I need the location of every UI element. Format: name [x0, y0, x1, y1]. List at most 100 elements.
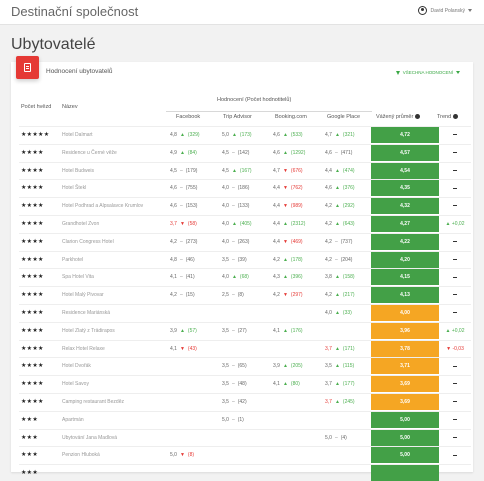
- caret-down-icon: [468, 9, 472, 12]
- reviewer-count: (177): [342, 381, 355, 388]
- rating-cell-fb: 4,2– (15): [170, 287, 195, 303]
- hotel-name[interactable]: Hotel Podhrad a Alpsalavce Krumlov: [62, 203, 144, 210]
- trend-cell: [439, 305, 471, 321]
- table-row[interactable]: ★★★★ Relax Hotel Relaxe 4,1 ▼ (43) 3,7 ▲ (171) 3…: [19, 339, 471, 357]
- table-row[interactable]: ★★★★ Hotel Štekl 4,6– (755) 4,0– (186) 4,4 ▼ (76…: [19, 179, 471, 197]
- header-trend-label: Trend: [437, 114, 452, 120]
- reviewer-count: (263): [237, 238, 250, 245]
- rating-value: 5,0: [222, 416, 229, 423]
- filter-button[interactable]: VŠECHNA HODNOCENÍ: [395, 70, 460, 75]
- rating-value: 3,5: [222, 399, 229, 405]
- hotel-name[interactable]: Relax Hotel Relaxe: [62, 345, 105, 352]
- rating-value: 4,2: [273, 256, 280, 263]
- rating-value: 4,8: [170, 132, 177, 138]
- table-row[interactable]: ★★★ Apartmán 5,0– (1) 5,00: [19, 410, 471, 428]
- rating-cell-gp: 4,4 ▲ (474): [325, 163, 355, 179]
- rating-value: 4,6: [325, 185, 332, 192]
- hotel-name[interactable]: Clarion Congress Hotel: [62, 238, 114, 245]
- arrow-up-icon: ▲: [282, 327, 288, 334]
- rating-cell-gp: 4,7 ▲ (321): [325, 127, 355, 143]
- hotel-name[interactable]: Hotel Dvořák: [62, 363, 91, 370]
- table-row[interactable]: ★★★★ Hotel Zlatý z Trädirapos 3,9 ▲ (57) 3,5–…: [19, 321, 471, 339]
- star-rating: ★★★★: [21, 238, 44, 245]
- dash-icon: –: [231, 238, 235, 245]
- trend-value: +0,02: [451, 221, 465, 227]
- trend-cell: [439, 163, 471, 179]
- rating-value: 3,9: [273, 363, 280, 370]
- hotel-name[interactable]: Spa Hotel Vita: [62, 274, 94, 281]
- hotel-name[interactable]: Hotel Savoy: [62, 381, 89, 388]
- table-row[interactable]: ★★★★ Camping restaurant Bezděz 3,5– (42) 3,7…: [19, 393, 471, 410]
- table-row[interactable]: ★★★ Ubytování Jana Madlová 5,0– (4) 5,00: [19, 428, 471, 446]
- trend-cell: [439, 465, 471, 481]
- rating-value: 3,8: [325, 274, 332, 281]
- arrow-up-icon: ▲: [231, 221, 237, 227]
- header-name[interactable]: Název: [62, 104, 78, 110]
- rating-cell-gp: 3,7 ▲ (171): [325, 341, 355, 357]
- reviewer-count: (205): [290, 363, 303, 370]
- rating-value: 4,6: [273, 149, 280, 156]
- header-facebook[interactable]: Facebook: [176, 114, 201, 120]
- table-row[interactable]: ★★★★ Hotel Podhrad a Alpsalavce Krumlov 4,…: [19, 197, 471, 215]
- trend-cell: ▲ +0,02: [439, 323, 471, 339]
- header-weighted[interactable]: Vážený průměr: [376, 114, 420, 120]
- reviewer-count: (158): [342, 274, 355, 281]
- arrow-up-icon: ▲: [334, 292, 340, 299]
- hotel-name[interactable]: Residence Mariánská: [62, 310, 111, 316]
- table-row[interactable]: ★★★★★ Hotel Dalmart 4,8 ▲ (329) 5,0 ▲ (173) 4,6 ▲…: [19, 126, 471, 143]
- user-menu[interactable]: David Polanský: [417, 6, 472, 15]
- rating-value: 4,4: [273, 238, 280, 245]
- rating-cell-ta: 3,5– (27): [222, 323, 247, 339]
- header-google[interactable]: Google Place: [327, 114, 361, 120]
- star-rating: ★★★★: [21, 399, 44, 405]
- table-row[interactable]: ★★★★ Hotel Savoy 3,5– (48) 4,1 ▲ (80) 3,7 ▲ (177)…: [19, 375, 471, 393]
- star-rating: ★★★★: [21, 221, 44, 227]
- hotel-name[interactable]: Hotel Budweis: [62, 167, 94, 174]
- reviewer-count: (115): [342, 363, 355, 370]
- header-stars[interactable]: Počet hvězd: [21, 104, 52, 110]
- table-row[interactable]: ★★★: [19, 464, 471, 481]
- table-row[interactable]: ★★★★ Grandhotel Zvon 3,7 ▼ (58) 4,0 ▲ (405) 4,4 ▲…: [19, 215, 471, 232]
- weighted-average: 3,96: [371, 322, 439, 339]
- hotel-name[interactable]: Hotel Zlatý z Trädirapos: [62, 327, 115, 334]
- rating-value: 4,2: [273, 292, 280, 299]
- arrow-up-icon: ▲: [334, 363, 340, 370]
- hotel-name[interactable]: Parkhotel: [62, 256, 84, 263]
- hotel-name[interactable]: Hotel Malý Pivovar: [62, 292, 104, 299]
- hotel-name[interactable]: Apartmán: [62, 416, 84, 423]
- table-row[interactable]: ★★★★ Parkhotel 4,8– (46) 3,5– (39) 4,2 ▲ (178) 4,…: [19, 250, 471, 268]
- reviewer-count: (676): [290, 167, 303, 174]
- weighted-average: 4,13: [371, 287, 439, 304]
- reviewer-count: (80): [290, 381, 300, 388]
- header-booking[interactable]: Booking.com: [275, 114, 307, 120]
- table-row[interactable]: ★★★ Penzion Hluboká 5,0 ▼ (8) 5,00: [19, 446, 471, 464]
- trend-up-icon: ▲: [445, 327, 452, 334]
- table-row[interactable]: ★★★★ Hotel Budweis 4,5– (179) 4,5 ▲ (167) 4,7 ▼(…: [19, 161, 471, 179]
- rating-cell-gp: 4,2 ▲ (643): [325, 216, 355, 232]
- arrow-down-icon: ▼: [179, 452, 185, 459]
- arrow-up-icon: ▲: [334, 399, 340, 405]
- header-trend[interactable]: Trend: [437, 114, 458, 120]
- table-row[interactable]: ★★★★ Clarion Congress Hotel 4,2– (273) 4,0–(…: [19, 232, 471, 250]
- hotel-name[interactable]: Grandhotel Zvon: [62, 221, 100, 227]
- rating-value: 4,2: [170, 238, 177, 245]
- arrow-up-icon: ▲: [282, 221, 288, 227]
- table-row[interactable]: ★★★★ Hotel Malý Pivovar 4,2– (15) 2,5– (8) 4,2…: [19, 286, 471, 304]
- hotel-name[interactable]: Hotel Štekl: [62, 185, 87, 192]
- hotel-name[interactable]: Penzion Hluboká: [62, 452, 100, 459]
- header-tripadvisor[interactable]: Trip Advisor: [223, 114, 252, 120]
- table-row[interactable]: ★★★★ Residence u Černé věže 4,9 ▲ (84) 4,5– (1…: [19, 143, 471, 161]
- rating-cell-ta: 3,5– (39): [222, 252, 247, 268]
- hotel-name[interactable]: Ubytování Jana Madlová: [62, 434, 118, 441]
- hotel-name[interactable]: Residence u Černé věže: [62, 149, 117, 156]
- rating-cell-ta: 3,5– (65): [222, 358, 247, 374]
- reviewer-count: (273): [185, 238, 198, 245]
- arrow-up-icon: ▲: [282, 381, 288, 388]
- arrow-up-icon: ▲: [334, 132, 340, 138]
- hotel-name[interactable]: Hotel Dalmart: [62, 132, 93, 138]
- hotel-name[interactable]: Camping restaurant Bezděz: [62, 399, 124, 405]
- table-row[interactable]: ★★★★ Hotel Dvořák 3,5– (65) 3,9 ▲ (205) 3,5 ▲ (11…: [19, 357, 471, 375]
- reviewer-count: (179): [185, 167, 198, 174]
- table-row[interactable]: ★★★★ Spa Hotel Vita 4,1– (41) 4,0 ▲ (68) 4,3 ▲ (3…: [19, 268, 471, 286]
- table-row[interactable]: ★★★★ Residence Mariánská 4,0 ▲ (33) 4,00: [19, 304, 471, 321]
